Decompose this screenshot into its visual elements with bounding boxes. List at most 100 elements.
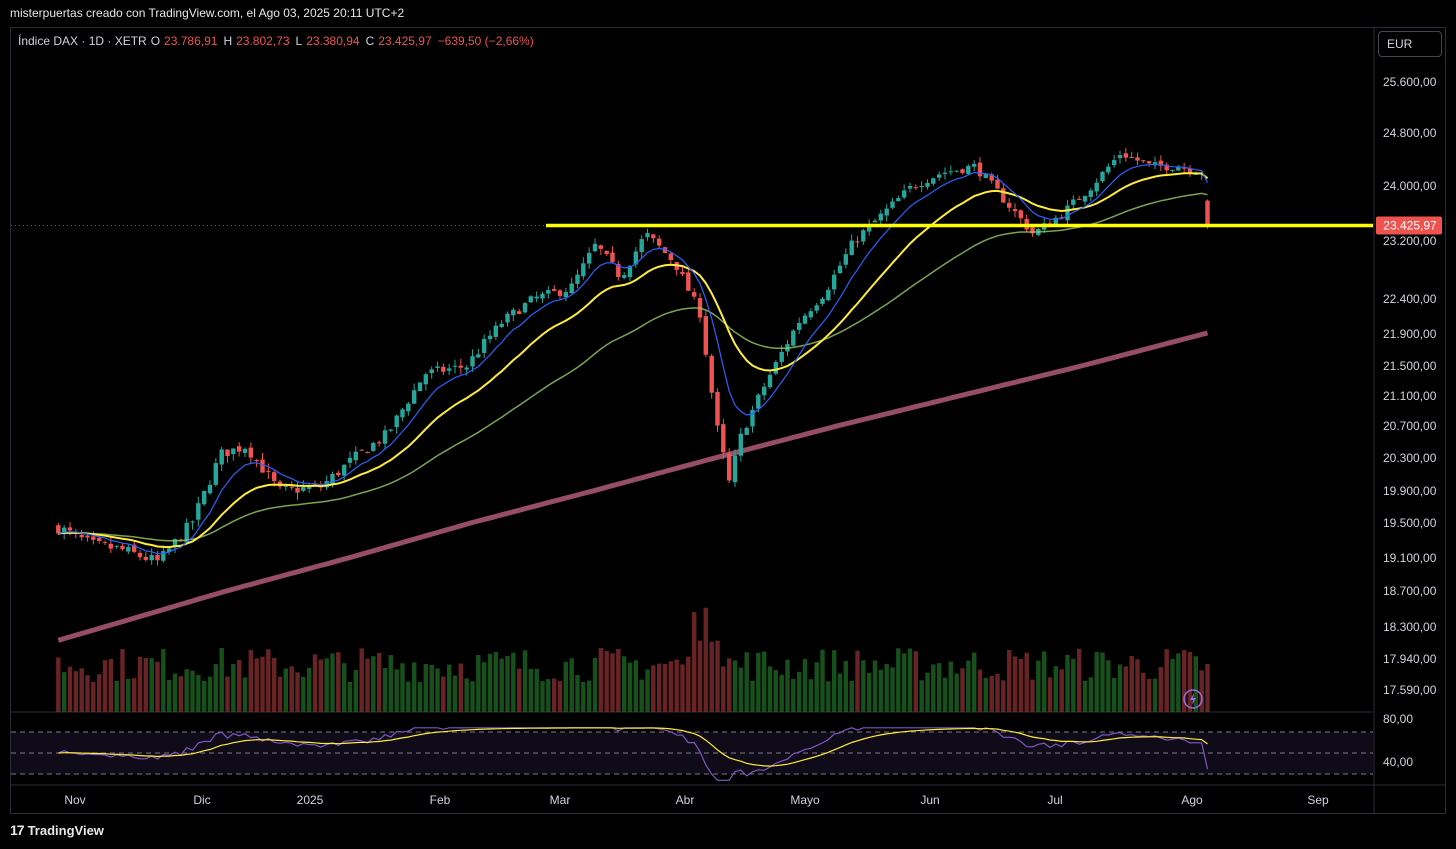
volume-bar	[295, 672, 300, 712]
candle-body	[966, 165, 971, 175]
candle-body	[622, 275, 627, 278]
volume-bar	[406, 681, 411, 712]
volume-bar	[1001, 680, 1006, 712]
price-axis-label: 20.700,00	[1383, 419, 1437, 433]
candle-body	[429, 369, 434, 374]
volume-bar	[219, 648, 224, 712]
candle-body	[569, 283, 574, 294]
candle-body	[137, 553, 143, 558]
volume-bar	[832, 650, 837, 712]
candle-body	[797, 323, 802, 330]
volume-bar	[423, 664, 428, 712]
volume-bar	[312, 654, 318, 712]
volume-bar	[377, 652, 382, 712]
candle-body	[861, 230, 866, 242]
volume-bar	[1147, 679, 1152, 712]
volume-bar	[616, 648, 621, 712]
volume-bar	[878, 669, 883, 712]
tradingview-logo[interactable]: 17 TradingView	[10, 822, 104, 838]
volume-bar	[1170, 658, 1175, 712]
price-axis-label: 24.000,00	[1383, 179, 1437, 193]
candle-body	[732, 455, 738, 483]
candle-body	[225, 449, 230, 457]
candle-body	[207, 484, 213, 494]
volume-bar	[155, 661, 160, 712]
candle-body	[581, 263, 586, 277]
candle-body	[190, 521, 195, 523]
sma-200-line	[57, 330, 1209, 643]
ema-short-line	[58, 163, 1209, 555]
volume-bar	[598, 648, 603, 712]
volume-bar	[301, 676, 306, 712]
volume-bar	[826, 681, 831, 712]
volume-bar	[1141, 672, 1146, 712]
time-axis-label: 2025	[297, 793, 324, 807]
volume-bar	[126, 679, 131, 712]
candle-body	[67, 527, 73, 531]
candle-body	[587, 252, 592, 264]
volume-bar	[907, 648, 913, 712]
candle-body	[563, 292, 568, 298]
symbol-label[interactable]: Índice DAX · 1D · XETR	[18, 34, 147, 48]
volume-bar	[400, 663, 405, 712]
volume-bar	[202, 680, 207, 712]
symbol-legend: Índice DAX · 1D · XETR O 23.786,91 H 23.80…	[18, 34, 536, 48]
volume-bar	[668, 661, 673, 712]
volume-bar	[493, 652, 498, 712]
volume-bar	[528, 668, 533, 712]
candle-body	[161, 551, 166, 561]
volume-bar	[1100, 652, 1105, 712]
volume-bar	[167, 679, 172, 712]
volume-bar	[412, 662, 417, 712]
candle-body	[336, 472, 341, 476]
change-value: −639,50 (−2,66%)	[437, 34, 534, 48]
candle-body	[394, 415, 399, 428]
candle-body	[1018, 210, 1023, 219]
volume-bar	[837, 673, 843, 712]
volume-bar	[108, 659, 113, 712]
candle-body	[283, 485, 288, 487]
candle-body	[202, 490, 207, 505]
volume-bar	[896, 648, 901, 712]
volume-bar	[983, 678, 988, 712]
volume-bar	[336, 652, 341, 712]
candle-body	[213, 463, 218, 485]
candle-body	[417, 382, 423, 392]
candle-body	[1205, 200, 1210, 226]
volume-bar	[931, 664, 936, 712]
candle-body	[604, 250, 609, 255]
candle-body	[172, 539, 178, 547]
volume-bar	[1059, 669, 1064, 712]
volume-bar	[1187, 652, 1193, 712]
candle-body	[102, 541, 108, 543]
candle-body	[1158, 160, 1163, 166]
volume-bar	[417, 681, 423, 712]
candle-body	[56, 525, 61, 534]
volume-bar	[318, 659, 323, 712]
candle-body	[464, 367, 469, 370]
candle-body	[452, 365, 458, 367]
candle-body	[114, 545, 119, 547]
volume-bar	[289, 666, 294, 712]
tradingview-brand-text: TradingView	[27, 822, 104, 838]
candle-body	[709, 355, 714, 393]
candle-body	[651, 234, 656, 239]
currency-button[interactable]: EUR	[1378, 31, 1442, 57]
volume-bar	[196, 674, 201, 712]
candle-body	[167, 548, 172, 552]
volume-bar	[557, 680, 563, 712]
volume-bar	[592, 657, 598, 712]
candle-body	[1012, 209, 1018, 212]
candle-body	[517, 311, 522, 314]
last-price-label-bg	[1376, 216, 1442, 235]
volume-bar	[925, 672, 930, 712]
volume-bar	[942, 677, 948, 712]
volume-bar	[342, 663, 347, 712]
candle-body	[412, 390, 417, 404]
volume-bar	[610, 653, 615, 712]
candle-body	[219, 449, 224, 465]
candle-body	[1007, 202, 1012, 208]
candle-body	[155, 555, 160, 561]
volume-bar	[283, 668, 288, 712]
